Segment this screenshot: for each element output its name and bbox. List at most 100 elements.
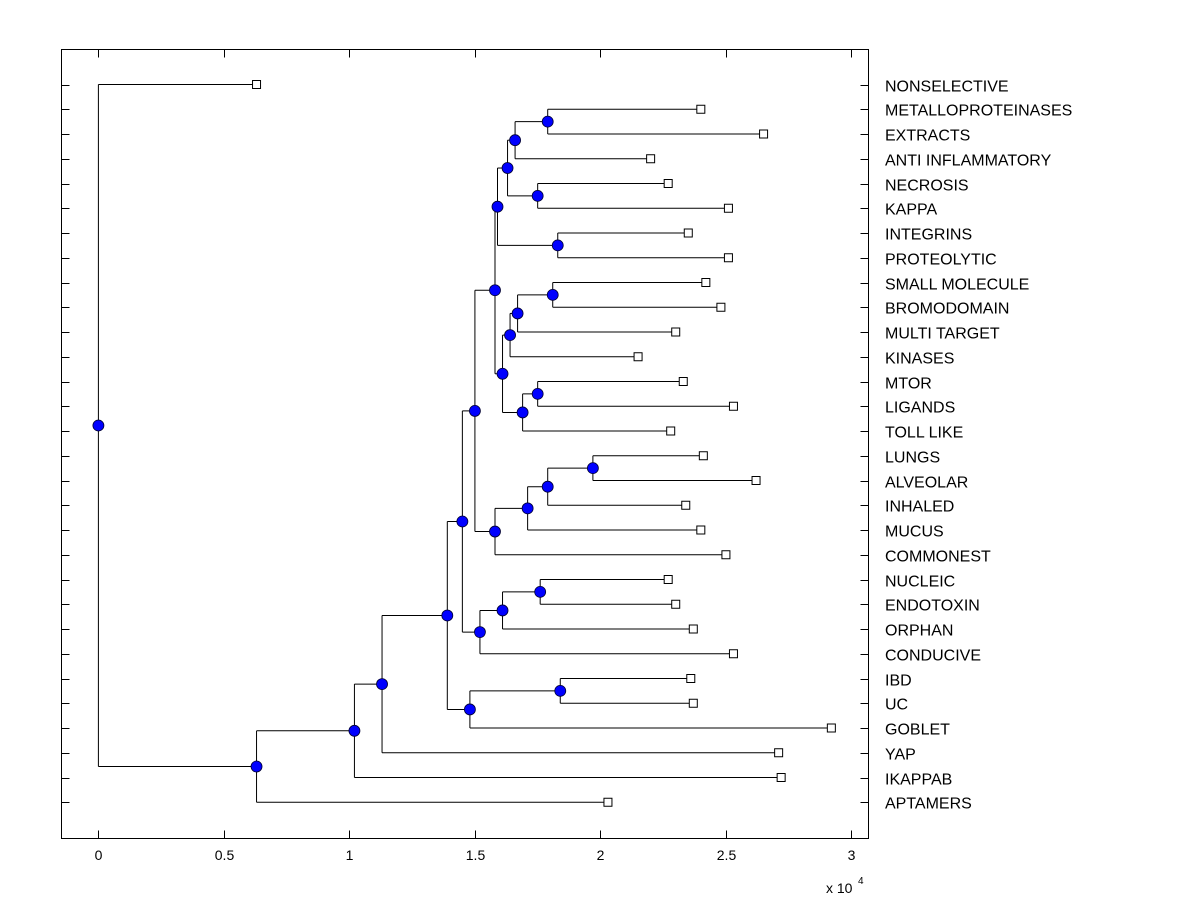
leaf-label-mucus: MUCUS (885, 524, 944, 541)
internal-node-20 (474, 626, 486, 638)
leaf-label-integrins: INTEGRINS (885, 227, 972, 244)
internal-node-5 (491, 200, 504, 213)
leaf-marker-necrosis (663, 179, 673, 188)
leaf-marker-metalloproteinases (696, 104, 706, 114)
leaf-marker-endotoxin (671, 599, 681, 609)
x-tick-label: 2.5 (717, 847, 737, 863)
leaf-label-kappa: KAPPA (885, 202, 938, 219)
leaf-label-alveolar: ALVEOLAR (885, 475, 968, 492)
x-tick-label: 3 (848, 847, 856, 863)
leaf-marker-goblet (826, 723, 836, 733)
leaf-marker-orphan (688, 624, 698, 634)
leaf-label-nonselective: NONSELECTIVE (885, 79, 1009, 96)
internal-node-23 (463, 703, 476, 716)
leaf-label-ikappab: IKAPPAB (885, 772, 952, 789)
branches (97, 84, 832, 803)
internal-node-7 (511, 307, 524, 320)
leaf-marker-aptamers (603, 797, 613, 807)
internal-nodes (92, 115, 599, 773)
y-axis-ticks (61, 85, 869, 803)
internal-node-19 (496, 604, 509, 617)
x-tick-label: 2 (597, 847, 605, 863)
leaf-label-nucleic: NUCLEIC (885, 574, 955, 591)
leaf-label-mtor: MTOR (885, 376, 932, 393)
leaf-label-ligands: LIGANDS (885, 400, 955, 417)
leaf-marker-uc (688, 698, 698, 708)
internal-node-10 (516, 406, 529, 419)
leaf-label-ibd: IBD (885, 673, 912, 690)
leaf-label-kinases: KINASES (885, 351, 954, 368)
leaf-labels: NONSELECTIVE METALLOPROTEINASES EXTRACTS AN… (885, 79, 1072, 813)
leaf-marker-ligands (728, 401, 738, 411)
leaf-label-inhaled: INHALED (885, 499, 954, 516)
internal-node-17 (469, 404, 481, 417)
internal-node-24 (441, 609, 454, 622)
x-tick-label: 1.5 (466, 847, 486, 863)
internal-node-9 (531, 387, 544, 400)
internal-node-14 (541, 480, 554, 493)
internal-node-18 (534, 585, 547, 598)
leaf-label-conducive: CONDUCIVE (885, 648, 981, 665)
leaf-marker-ibd (686, 674, 696, 683)
leaf-label-lungs: LUNGS (885, 450, 940, 467)
leaf-marker-extracts (759, 129, 769, 139)
internal-node-15 (521, 502, 534, 515)
leaf-label-orphan: ORPHAN (885, 623, 953, 640)
internal-node-16 (489, 525, 501, 538)
leaf-label-commonest: COMMONEST (885, 549, 991, 566)
leaf-label-endotoxin: ENDOTOXIN (885, 598, 980, 615)
leaf-label-metalloproteinases: METALLOPROTEINASES (885, 103, 1072, 120)
internal-node-28 (92, 419, 105, 432)
leaf-label-uc: UC (885, 697, 908, 714)
leaf-marker-integrins (683, 228, 693, 238)
internal-node-26 (348, 724, 361, 737)
leaf-label-goblet: GOBLET (885, 722, 950, 739)
internal-node-13 (586, 462, 599, 475)
leaf-marker-inhaled (681, 500, 691, 510)
x-tick-label: 0.5 (215, 847, 235, 863)
x-multiplier-label: x 10 (826, 880, 853, 896)
leaf-marker-toll-like (666, 426, 676, 436)
leaf-marker-multi-target (671, 327, 681, 337)
leaf-marker-nonselective (252, 80, 262, 89)
leaf-label-proteolytic: PROTEOLYTIC (885, 252, 997, 269)
internal-node-27 (250, 760, 263, 773)
leaf-label-toll-like: TOLL LIKE (885, 425, 963, 442)
internal-node-2 (531, 189, 544, 202)
leaf-label-aptamers: APTAMERS (885, 796, 972, 813)
leaf-marker-lungs (698, 451, 708, 461)
leaf-marker-alveolar (751, 476, 761, 485)
leaf-marker-kinases (633, 352, 643, 362)
leaf-marker-anti-inflammatory (646, 154, 656, 164)
axes-box (61, 49, 869, 839)
leaf-label-small-molecule: SMALL MOLECULE (885, 277, 1029, 294)
leaf-marker-commonest (721, 550, 731, 560)
leaf-markers (252, 80, 836, 807)
leaf-marker-nucleic (663, 575, 673, 584)
leaf-marker-small-molecule (701, 278, 711, 287)
internal-node-25 (376, 678, 388, 691)
internal-node-12 (489, 284, 501, 297)
leaf-marker-mtor (678, 377, 688, 386)
leaf-label-bromodomain: BROMODOMAIN (885, 301, 1009, 318)
leaf-label-necrosis: NECROSIS (885, 178, 969, 195)
leaf-marker-bromodomain (716, 302, 726, 312)
x-multiplier-exponent: 4 (858, 876, 864, 887)
x-tick-label: 1 (346, 847, 354, 863)
leaf-label-multi-target: MULTI TARGET (885, 326, 1000, 343)
leaf-marker-mucus (696, 525, 706, 535)
internal-node-3 (501, 162, 514, 174)
internal-node-1 (509, 134, 521, 147)
leaf-label-yap: YAP (885, 747, 916, 764)
leaf-marker-ikappab (776, 773, 786, 782)
leaf-label-anti-inflammatory: ANTI INFLAMMATORY (885, 153, 1052, 170)
internal-node-4 (551, 239, 564, 252)
leaf-marker-proteolytic (723, 253, 733, 263)
internal-node-8 (504, 329, 516, 341)
x-axis-ticks: 0 0.5 1 1.5 2 2.5 3 (95, 49, 856, 863)
internal-node-22 (554, 684, 567, 697)
x-tick-label: 0 (95, 847, 103, 863)
internal-node-21 (456, 515, 469, 528)
internal-node-11 (496, 367, 509, 380)
